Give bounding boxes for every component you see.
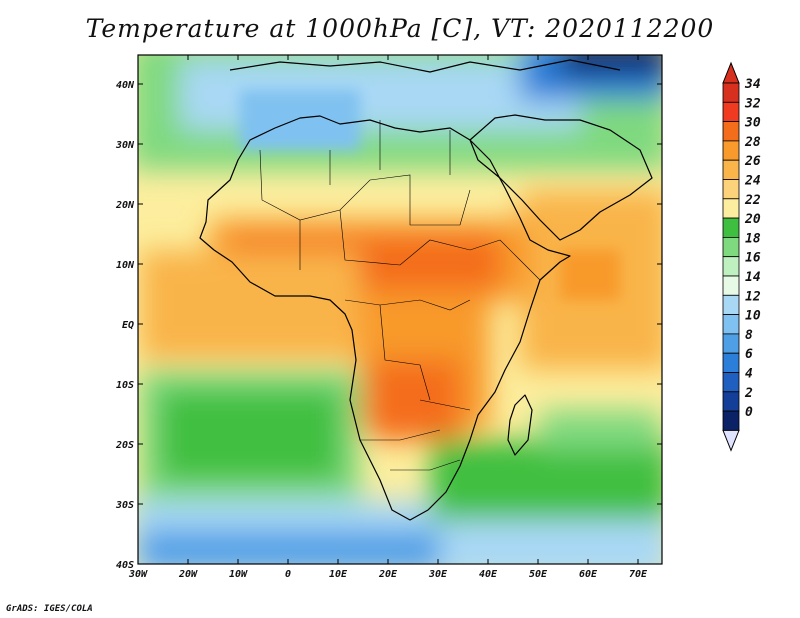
colorbar-swatch bbox=[722, 236, 740, 258]
lat-tick-label: 10S bbox=[116, 380, 134, 391]
colorbar-label: 2 bbox=[744, 386, 753, 401]
colorbar-swatch bbox=[722, 140, 740, 161]
colorbar-label: 10 bbox=[745, 309, 761, 324]
colorbar-label: 24 bbox=[744, 174, 761, 189]
colorbar-label: 18 bbox=[745, 231, 761, 246]
lat-tick-label: 40S bbox=[116, 560, 134, 571]
colorbar-swatch bbox=[722, 101, 740, 123]
colorbar-swatch bbox=[722, 82, 740, 103]
colorbar-label: 34 bbox=[744, 77, 761, 92]
credit-label: GrADS: IGES/COLA bbox=[6, 604, 93, 614]
colorbar-label: 4 bbox=[745, 367, 753, 382]
lat-tick-label: 10N bbox=[116, 260, 135, 271]
lat-tick-label: 30N bbox=[115, 140, 135, 151]
colorbar-bottom-arrow bbox=[722, 429, 740, 452]
colorbar-label: 8 bbox=[745, 328, 753, 343]
lon-tick-label: 0 bbox=[285, 569, 291, 580]
colorbar-top-arrow bbox=[722, 61, 740, 84]
colorbar-swatch bbox=[722, 275, 740, 296]
map-title: Temperature at 1000hPa [C], VT: 20201122… bbox=[85, 14, 715, 43]
colorbar-label: 6 bbox=[745, 347, 753, 362]
lon-tick-label: 10E bbox=[329, 569, 348, 580]
colorbar-label: 28 bbox=[744, 135, 761, 150]
lat-tick-label: 20N bbox=[115, 200, 135, 211]
temperature-field bbox=[138, 55, 662, 564]
coastline bbox=[199, 59, 653, 521]
lat-tick-label: EQ bbox=[122, 320, 134, 331]
colorbar-label: 30 bbox=[744, 116, 761, 131]
colorbar-label: 0 bbox=[745, 405, 753, 420]
lon-tick-label: 40E bbox=[479, 569, 498, 580]
colorbar-swatch bbox=[722, 372, 740, 393]
lon-tick-label: 20W bbox=[178, 569, 198, 580]
lon-tick-label: 30E bbox=[428, 569, 448, 580]
lon-tick-label: 10W bbox=[229, 569, 248, 580]
colorbar-label: 32 bbox=[744, 96, 761, 111]
lon-tick-label: 50E bbox=[529, 569, 548, 580]
country-borders bbox=[259, 120, 541, 471]
colorbar-swatch bbox=[722, 410, 740, 431]
plot-frame bbox=[137, 54, 663, 565]
colorbar-swatch bbox=[722, 352, 740, 373]
colorbar-swatch bbox=[722, 159, 740, 180]
colorbar-swatch bbox=[722, 333, 740, 354]
colorbar-label: 16 bbox=[745, 251, 761, 266]
colorbar-swatch bbox=[722, 198, 740, 219]
colorbar-label: 26 bbox=[744, 154, 761, 169]
colorbar-swatch bbox=[722, 121, 740, 142]
colorbar-label: 12 bbox=[745, 289, 761, 304]
colorbar-swatch bbox=[722, 179, 740, 200]
lat-tick-label: 30S bbox=[115, 500, 134, 511]
colorbar-label: 22 bbox=[744, 193, 761, 208]
colorbar-label: 14 bbox=[745, 270, 761, 285]
lon-tick-label: 30W bbox=[128, 569, 148, 580]
lat-tick-label: 40N bbox=[116, 80, 135, 91]
colorbar-swatch bbox=[722, 256, 740, 277]
lon-tick-label: 70E bbox=[629, 569, 648, 580]
colorbar-swatch bbox=[722, 391, 740, 412]
lat-tick-label: 20S bbox=[115, 440, 134, 451]
colorbar-swatch bbox=[722, 294, 740, 315]
colorbar-swatch bbox=[722, 314, 740, 335]
axis-ticks: 30W 20W 10W 0 10E 20E 30E 40E 50E 60E 70E 40N 30N 20N… bbox=[115, 55, 662, 580]
lon-tick-label: 20E bbox=[378, 569, 398, 580]
colorbar-swatch bbox=[722, 217, 740, 238]
lon-tick-label: 60E bbox=[579, 569, 598, 580]
colorbar-label: 20 bbox=[744, 212, 761, 227]
